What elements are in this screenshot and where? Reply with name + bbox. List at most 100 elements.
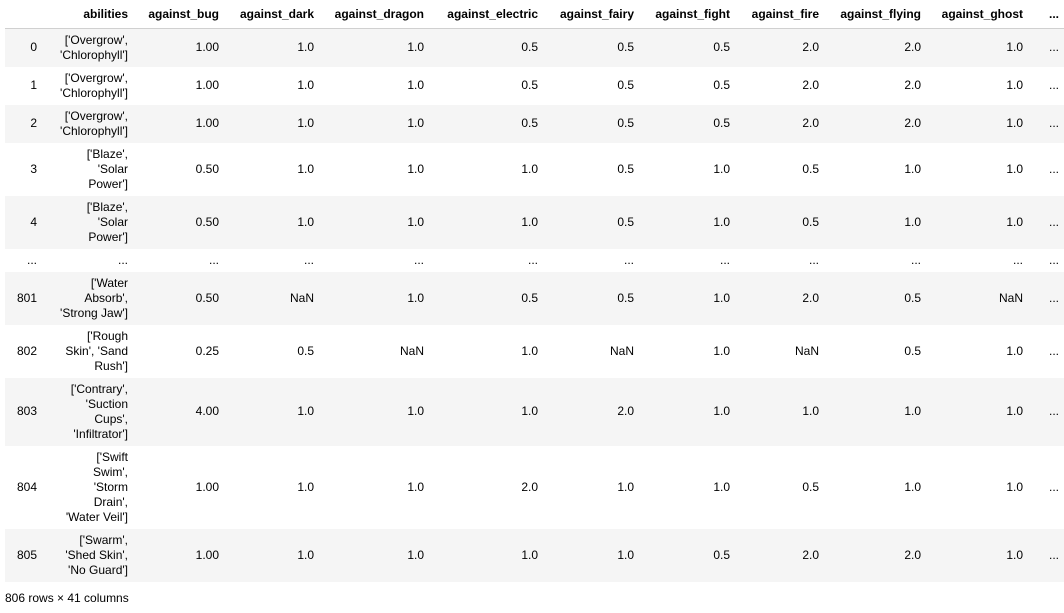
table-cell: 2.0 — [904, 40, 921, 55]
column-header: abilities — [45, 0, 133, 29]
table-cell: 1.0 — [802, 404, 819, 418]
table-row: 804 ['Swift Swim', 'Storm Drain', 'Water Veil… — [5, 445, 1064, 529]
abilities-line: 'Chlorophyll'] — [60, 47, 128, 62]
table-cell: ... — [527, 252, 538, 267]
table-cell: 1.0 — [1006, 547, 1023, 562]
table-cell: ... — [623, 252, 634, 267]
table-cell: 1.0 — [904, 161, 921, 176]
abilities-line: Drain', — [93, 494, 128, 509]
abilities-line: Swim', — [93, 464, 128, 479]
abilities-line: ['Contrary', — [70, 381, 128, 396]
table-cell: 1.0 — [407, 290, 424, 305]
abilities-line: ['Swarm', — [79, 532, 128, 547]
column-header: against_fire — [735, 0, 824, 29]
table-cell: 0.5 — [521, 78, 538, 92]
abilities-line: ['Overgrow', — [64, 32, 128, 47]
table-cell: 1.0 — [297, 40, 314, 55]
table-cell: 0.5 — [617, 40, 634, 55]
table-cell: 1.0 — [904, 404, 921, 418]
abilities-line: Cups', — [94, 411, 128, 426]
row-index: 802 — [16, 343, 37, 358]
table-cell: ... — [303, 252, 314, 267]
column-header: ... — [1028, 0, 1064, 29]
abilities-line: 'Solar — [97, 161, 128, 176]
table-cell: ... — [1048, 290, 1059, 305]
table-cell: NaN — [399, 343, 424, 358]
table-cell: 1.0 — [297, 78, 314, 92]
row-index: 0 — [30, 40, 37, 55]
abilities-line: 'No Guard'] — [68, 562, 128, 577]
table-body: 0 ['Overgrow', 'Chlorophyll'] 1.00 1.0 1.0 0.5… — [5, 28, 1064, 582]
abilities-line: 'Chlorophyll'] — [60, 123, 128, 138]
table-cell: 1.00 — [195, 479, 219, 494]
table-cell: ... — [208, 252, 219, 267]
table-cell: 1.0 — [904, 479, 921, 494]
table-cell: ... — [1048, 479, 1059, 494]
table-cell: 2.0 — [904, 78, 921, 92]
table-cell: 2.0 — [802, 547, 819, 562]
table-cell: 0.25 — [195, 343, 219, 358]
table-cell: 2.0 — [802, 290, 819, 305]
table-cell: ... — [1048, 404, 1059, 418]
row-index: 2 — [30, 116, 37, 130]
table-cell: 1.00 — [195, 116, 219, 130]
row-index: 804 — [16, 479, 37, 494]
table-cell: ... — [1048, 116, 1059, 130]
table-cell: 1.0 — [713, 404, 730, 418]
table-cell: NaN — [289, 290, 314, 305]
table-cell: 0.5 — [713, 547, 730, 562]
abilities-line: 'Chlorophyll'] — [60, 85, 128, 100]
table-cell: 1.0 — [521, 404, 538, 418]
table-cell: 1.0 — [617, 479, 634, 494]
table-row: 4 ['Blaze', 'Solar Power'] 0.50 1.0 1.0 1.0 0.5 1… — [5, 195, 1064, 249]
table-cell: 0.5 — [297, 343, 314, 358]
table-cell: 2.0 — [904, 116, 921, 130]
abilities-line: Skin', 'Sand — [65, 343, 128, 358]
table-cell: ... — [808, 252, 819, 267]
table-cell: 1.0 — [521, 161, 538, 176]
table-cell: 0.50 — [195, 214, 219, 229]
column-header: against_dragon — [319, 0, 429, 29]
header-row: abilities against_bug against_dark against_… — [5, 0, 1064, 29]
table-row: 1 ['Overgrow', 'Chlorophyll'] 1.00 1.0 1.0 0.5… — [5, 66, 1064, 105]
row-index: 801 — [16, 290, 37, 305]
table-cell: 1.0 — [297, 404, 314, 418]
abilities-line: Power'] — [88, 229, 128, 244]
table-cell: NaN — [998, 290, 1023, 305]
table-cell: 1.0 — [1006, 214, 1023, 229]
abilities-cell: ['Rough Skin', 'Sand Rush'] — [45, 325, 133, 378]
table-cell: NaN — [794, 343, 819, 358]
column-header: against_electric — [429, 0, 543, 29]
table-cell: 1.0 — [521, 547, 538, 562]
table-cell: 2.0 — [521, 479, 538, 494]
table-header: abilities against_bug against_dark against_… — [5, 0, 1064, 29]
abilities-line: 'Solar — [97, 214, 128, 229]
table-cell: ... — [1012, 252, 1023, 267]
table-cell: 1.0 — [407, 78, 424, 92]
table-cell: 2.0 — [617, 404, 634, 418]
table-cell: 0.5 — [521, 40, 538, 55]
table-cell: 0.5 — [521, 116, 538, 130]
abilities-cell: ['Blaze', 'Solar Power'] — [45, 196, 133, 249]
abilities-cell: ['Overgrow', 'Chlorophyll'] — [45, 29, 133, 67]
table-cell: 1.0 — [713, 290, 730, 305]
table-cell: 0.5 — [802, 161, 819, 176]
abilities-line: Absorb', — [84, 290, 128, 305]
table-cell: 1.0 — [1006, 78, 1023, 92]
table-cell: 0.5 — [713, 116, 730, 130]
abilities-line: ['Overgrow', — [64, 108, 128, 123]
table-cell: 1.0 — [407, 547, 424, 562]
table-cell: 2.0 — [802, 116, 819, 130]
table-cell: 1.0 — [713, 214, 730, 229]
table-cell: 4.00 — [195, 404, 219, 418]
table-cell: 0.5 — [904, 343, 921, 358]
table-cell: ... — [1048, 547, 1059, 562]
table-cell: ... — [910, 252, 921, 267]
table-cell: 0.50 — [195, 161, 219, 176]
table-row: 801 ['Water Absorb', 'Strong Jaw'] 0.50 NaN 1.… — [5, 271, 1064, 325]
column-header: against_flying — [824, 0, 926, 29]
abilities-line: ['Swift — [96, 449, 128, 464]
table-row: 0 ['Overgrow', 'Chlorophyll'] 1.00 1.0 1.0 0.5… — [5, 28, 1064, 67]
table-cell: ... — [719, 252, 730, 267]
table-cell: 2.0 — [802, 78, 819, 92]
